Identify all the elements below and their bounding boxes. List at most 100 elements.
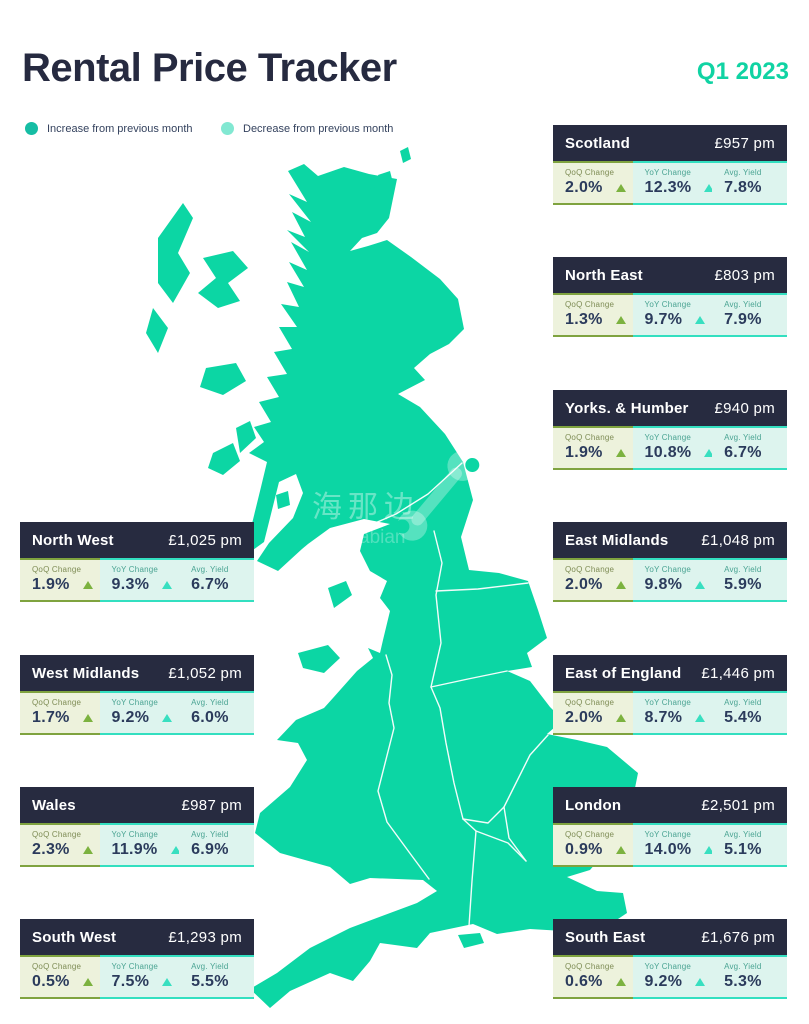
qoq-value: 0.6% bbox=[565, 973, 603, 990]
up-arrow-icon bbox=[615, 714, 626, 722]
up-arrow-icon bbox=[704, 846, 715, 854]
yield-label: Avg. Yield bbox=[191, 698, 229, 707]
page-title: Rental Price Tracker bbox=[22, 46, 397, 90]
up-arrow-icon bbox=[162, 714, 173, 722]
region-name: North West bbox=[32, 531, 114, 549]
yield-label: Avg. Yield bbox=[191, 830, 229, 839]
region-card-east-of-england: East of England £1,446 pm QoQ Change 2.0… bbox=[553, 655, 787, 735]
yoy-value: 11.9% bbox=[111, 841, 158, 858]
qoq-label: QoQ Change bbox=[32, 830, 82, 839]
card-header: Yorks. & Humber £940 pm bbox=[553, 390, 787, 426]
region-name: Scotland bbox=[565, 134, 630, 152]
yield-label: Avg. Yield bbox=[724, 962, 762, 971]
qoq-label: QoQ Change bbox=[565, 168, 615, 177]
shetland-island bbox=[400, 147, 411, 163]
qoq-value: 1.3% bbox=[565, 311, 603, 328]
region-price: £987 pm bbox=[181, 796, 242, 814]
card-header: South West £1,293 pm bbox=[20, 919, 254, 955]
up-arrow-icon bbox=[615, 184, 626, 192]
yield-stat: Avg. Yield 5.3% bbox=[712, 955, 787, 999]
qoq-stat: QoQ Change 1.9% bbox=[553, 426, 633, 470]
up-arrow-icon bbox=[704, 449, 715, 457]
yield-value: 5.3% bbox=[724, 973, 762, 990]
region-price: £1,293 pm bbox=[168, 928, 242, 946]
yield-label: Avg. Yield bbox=[191, 565, 229, 574]
yoy-stat: YoY Change 9.7% bbox=[632, 293, 713, 337]
qoq-value: 0.9% bbox=[565, 841, 603, 858]
region-price: £957 pm bbox=[714, 134, 775, 152]
region-price: £1,048 pm bbox=[701, 531, 775, 549]
yoy-stat: YoY Change 8.7% bbox=[632, 691, 713, 735]
region-name: Wales bbox=[32, 796, 76, 814]
watermark: 海那边 Hinabian bbox=[312, 450, 480, 548]
region-name: East Midlands bbox=[565, 531, 669, 549]
qoq-label: QoQ Change bbox=[565, 698, 615, 707]
yield-stat: Avg. Yield 5.9% bbox=[712, 558, 787, 602]
region-price: £1,446 pm bbox=[701, 664, 775, 682]
region-card-east-midlands: East Midlands £1,048 pm QoQ Change 2.0% … bbox=[553, 522, 787, 602]
up-arrow-icon bbox=[704, 184, 715, 192]
region-price: £1,052 pm bbox=[168, 664, 242, 682]
qoq-value: 1.9% bbox=[565, 444, 603, 461]
yield-label: Avg. Yield bbox=[724, 433, 762, 442]
yield-value: 7.8% bbox=[724, 179, 762, 196]
yoy-stat: YoY Change 12.3% bbox=[632, 161, 715, 205]
card-body: QoQ Change 1.9% YoY Change 9.3% Avg. Yie… bbox=[20, 558, 254, 602]
card-body: QoQ Change 0.5% YoY Change 7.5% Avg. Yie… bbox=[20, 955, 254, 999]
watermark-cjk: 海那边 bbox=[312, 491, 420, 524]
yoy-label: YoY Change bbox=[111, 830, 159, 839]
yoy-stat: YoY Change 14.0% bbox=[632, 823, 715, 867]
yield-stat: Avg. Yield 6.7% bbox=[179, 558, 254, 602]
yoy-value: 8.7% bbox=[644, 709, 683, 726]
card-body: QoQ Change 2.3% YoY Change 11.9% Avg. Yi… bbox=[20, 823, 254, 867]
qoq-label: QoQ Change bbox=[565, 565, 615, 574]
card-header: South East £1,676 pm bbox=[553, 919, 787, 955]
region-price: £1,025 pm bbox=[168, 531, 242, 549]
isle-of-wight bbox=[458, 933, 484, 948]
uk-map: 海那边 Hinabian bbox=[146, 147, 638, 1008]
yield-value: 6.0% bbox=[191, 709, 229, 726]
qoq-label: QoQ Change bbox=[565, 433, 615, 442]
yield-label: Avg. Yield bbox=[724, 565, 762, 574]
region-card-london: London £2,501 pm QoQ Change 0.9% YoY Cha… bbox=[553, 787, 787, 867]
yoy-stat: YoY Change 11.9% bbox=[99, 823, 181, 867]
wrench-icon bbox=[395, 450, 480, 541]
yoy-value: 9.2% bbox=[111, 709, 150, 726]
qoq-label: QoQ Change bbox=[32, 962, 82, 971]
legend-increase: Increase from previous month bbox=[25, 122, 193, 135]
qoq-label: QoQ Change bbox=[32, 565, 82, 574]
qoq-value: 2.0% bbox=[565, 179, 603, 196]
region-name: London bbox=[565, 796, 622, 814]
qoq-value: 0.5% bbox=[32, 973, 70, 990]
great-britain-landmass bbox=[248, 164, 638, 1008]
yield-value: 5.9% bbox=[724, 576, 762, 593]
yoy-label: YoY Change bbox=[644, 433, 692, 442]
yoy-stat: YoY Change 9.2% bbox=[99, 691, 180, 735]
yield-stat: Avg. Yield 6.7% bbox=[712, 426, 787, 470]
up-arrow-icon bbox=[162, 978, 173, 986]
up-arrow-icon bbox=[695, 316, 706, 324]
qoq-label: QoQ Change bbox=[565, 830, 615, 839]
card-body: QoQ Change 1.3% YoY Change 9.7% Avg. Yie… bbox=[553, 293, 787, 337]
yoy-value: 9.7% bbox=[644, 311, 683, 328]
watermark-latin: Hinabian bbox=[331, 527, 406, 548]
region-name: South East bbox=[565, 928, 646, 946]
card-header: London £2,501 pm bbox=[553, 787, 787, 823]
yoy-stat: YoY Change 10.8% bbox=[632, 426, 715, 470]
up-arrow-icon bbox=[615, 581, 626, 589]
legend-increase-label: Increase from previous month bbox=[47, 122, 193, 135]
yield-stat: Avg. Yield 5.1% bbox=[712, 823, 787, 867]
jura-island bbox=[236, 421, 256, 453]
card-header: East Midlands £1,048 pm bbox=[553, 522, 787, 558]
yoy-label: YoY Change bbox=[644, 300, 692, 309]
yield-label: Avg. Yield bbox=[191, 962, 229, 971]
yoy-label: YoY Change bbox=[111, 565, 159, 574]
yoy-stat: YoY Change 9.3% bbox=[99, 558, 180, 602]
yield-label: Avg. Yield bbox=[724, 168, 762, 177]
region-card-west-midlands: West Midlands £1,052 pm QoQ Change 1.7% … bbox=[20, 655, 254, 735]
isle-of-man bbox=[328, 581, 352, 608]
orkney-islands bbox=[369, 171, 393, 196]
legend-decrease-label: Decrease from previous month bbox=[243, 122, 394, 135]
qoq-value: 1.7% bbox=[32, 709, 70, 726]
region-price: £803 pm bbox=[714, 266, 775, 284]
